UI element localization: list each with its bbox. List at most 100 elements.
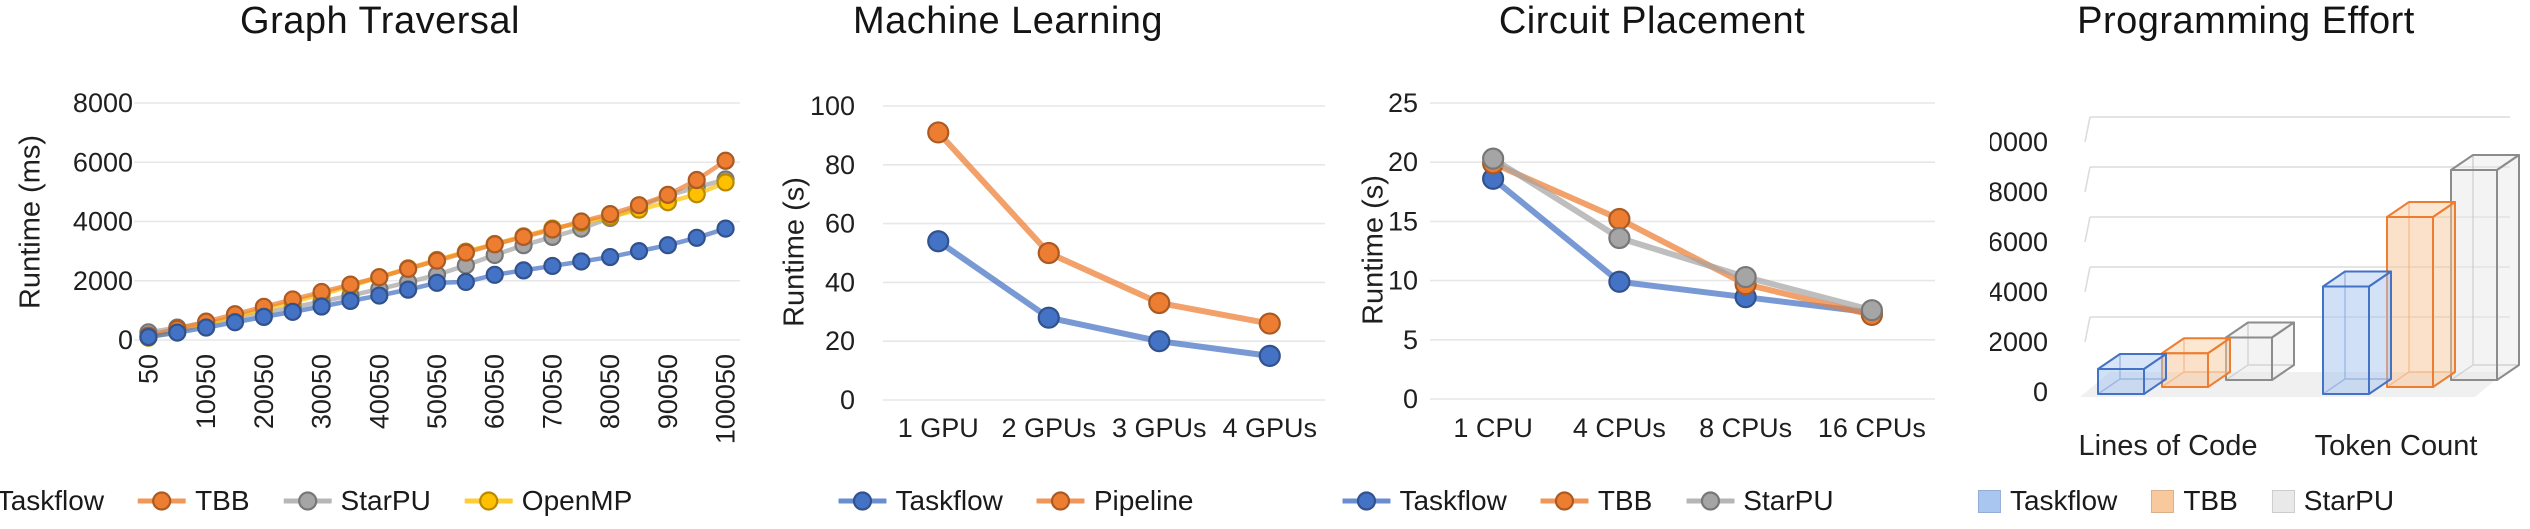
y-tick-label: 60 — [825, 209, 855, 239]
legend-item-tbb: TBB — [1540, 485, 1653, 517]
bar-front-face — [2322, 285, 2370, 395]
data-point-marker — [629, 196, 649, 215]
data-point-marker — [543, 220, 562, 239]
y-tick-label: 10000 — [1990, 127, 2048, 157]
data-point-marker — [1037, 306, 1060, 329]
x-tick-label: 90050 — [653, 354, 683, 429]
legend-line-marker-icon — [838, 491, 887, 511]
chart-panel-circuit-placement: Circuit Placement Runtime (s) 0 5 10 15 20 25… — [1330, 0, 1990, 529]
legend-square-icon — [2151, 489, 2175, 513]
legend-item-taskflow: Taskflow — [1977, 485, 2117, 517]
chart-title-machine-learning: Machine Learning — [852, 0, 1164, 42]
legend-label: Taskflow — [0, 485, 105, 516]
legend-machine-learning: Taskflow Pipeline — [838, 485, 1194, 517]
bar-side-face — [2432, 201, 2456, 388]
y-tick-label: 4000 — [73, 207, 133, 237]
x-category-label: 1 CPU — [1453, 413, 1533, 443]
chart-panel-graph-traversal: Graph Traversal Runtime (ms) 0 2000 4000 60… — [0, 0, 760, 529]
legend-item-tbb: TBB — [2151, 485, 2238, 517]
bar-front-face — [2450, 169, 2498, 381]
data-point-marker — [658, 236, 677, 255]
x-tick-label: 20050 — [249, 354, 279, 429]
data-point-marker — [485, 235, 504, 254]
data-point-marker — [716, 219, 735, 238]
gridline-depth — [2084, 216, 2091, 243]
axis-tick-labels: 0 2000 4000 6000 8000 10000 Lines of Code Token… — [1990, 127, 2477, 462]
series-taskflow — [927, 230, 1281, 367]
data-point-marker — [629, 242, 649, 261]
data-point-marker — [572, 212, 591, 231]
series-starpu — [1482, 147, 1883, 322]
bar-starpu-1 — [2450, 154, 2520, 381]
data-point-marker — [658, 185, 677, 204]
data-point-marker — [1608, 226, 1631, 250]
x-tick-label: 10050 — [191, 354, 221, 429]
data-point-marker — [456, 243, 475, 262]
legend-item-starpu: StarPU — [1686, 485, 1834, 517]
series-line — [935, 238, 1273, 359]
series-line — [935, 129, 1273, 327]
x-tick-label: 50 — [133, 354, 163, 384]
legend-label: TBB — [2183, 485, 2238, 516]
data-point-marker — [254, 307, 273, 326]
x-tick-label: 40050 — [364, 354, 394, 429]
series-taskflow — [139, 219, 735, 347]
y-tick-label: 8000 — [1990, 177, 2048, 207]
data-point-marker — [1148, 330, 1171, 353]
y-tick-label: 6000 — [73, 147, 133, 177]
data-point-marker — [1734, 265, 1757, 289]
data-point-marker — [1608, 207, 1631, 231]
x-tick-label: 80050 — [595, 354, 625, 429]
legend-label: TBB — [1597, 485, 1653, 516]
data-point-marker — [572, 252, 591, 271]
legend-line-marker-icon — [283, 491, 332, 511]
gridlines — [134, 102, 740, 341]
legend-item-starpu: StarPU — [2271, 485, 2395, 517]
legend-item-taskflow: Taskflow — [1342, 485, 1507, 517]
series-line — [1490, 155, 1875, 314]
x-tick-label: 30050 — [307, 354, 337, 429]
data-point-marker — [370, 268, 389, 287]
data-point-marker — [139, 327, 158, 347]
legend-label: Taskflow — [895, 485, 1003, 516]
y-tick-label: 15 — [1388, 206, 1418, 236]
legend-label: StarPU — [2303, 485, 2395, 516]
x-category-label: Token Count — [2315, 430, 2478, 462]
chart-title-programming-effort: Programming Effort — [2077, 0, 2415, 42]
y-tick-label: 5 — [1403, 325, 1418, 355]
data-point-marker — [399, 259, 418, 278]
programming-effort-plot: 0 2000 4000 6000 8000 10000 Lines of Code Token… — [1990, 116, 2520, 462]
gridline-depth — [2084, 116, 2091, 143]
legend-square-icon — [2271, 489, 2295, 513]
data-point-marker — [225, 313, 245, 332]
legend-line-marker-icon — [1342, 491, 1391, 511]
y-tick-label: 40 — [825, 267, 855, 297]
bar-side-face — [2368, 270, 2392, 395]
circuit-placement-plot: 0 5 10 15 20 25 1 CPU 4 CPUs 8 CPUs 16 CPUs — [1388, 88, 1935, 443]
legend-graph-traversal: Taskflow TBB StarPU OpenMP — [0, 485, 632, 517]
data-point-marker — [485, 265, 504, 284]
legend-line-marker-icon — [138, 491, 187, 511]
data-point-marker — [370, 286, 389, 305]
y-tick-label: 6000 — [1990, 227, 2048, 257]
legend-circuit-placement: Taskflow TBB StarPU — [1342, 485, 1834, 517]
bar-front-face — [2097, 368, 2145, 395]
x-category-label: 8 CPUs — [1699, 413, 1792, 443]
legend-label: Taskflow — [1399, 485, 1507, 516]
x-tick-label: 100050 — [711, 354, 741, 444]
axis-tick-labels: 0 5 10 15 20 25 1 CPU 4 CPUs 8 CPUs 16 CPUs — [1388, 88, 1926, 443]
data-point-marker — [601, 247, 620, 267]
y-tick-label: 4000 — [1990, 277, 2048, 307]
bar-front-face — [2386, 216, 2434, 388]
legend-line-marker-icon — [464, 491, 513, 511]
data-point-marker — [927, 121, 950, 144]
x-category-label: 1 GPU — [898, 413, 979, 443]
data-point-marker — [1482, 147, 1505, 170]
axis-tick-labels: 0 2000 4000 6000 8000 50 10050 20050 30050 40050 5… — [73, 88, 741, 444]
legend-programming-effort: Taskflow TBB StarPU — [1977, 485, 2395, 517]
gridline-depth — [2084, 316, 2091, 343]
y-tick-label: 100 — [810, 91, 855, 121]
data-point-marker — [601, 204, 620, 224]
y-tick-label: 10 — [1388, 266, 1418, 296]
data-point-marker — [1258, 312, 1281, 335]
